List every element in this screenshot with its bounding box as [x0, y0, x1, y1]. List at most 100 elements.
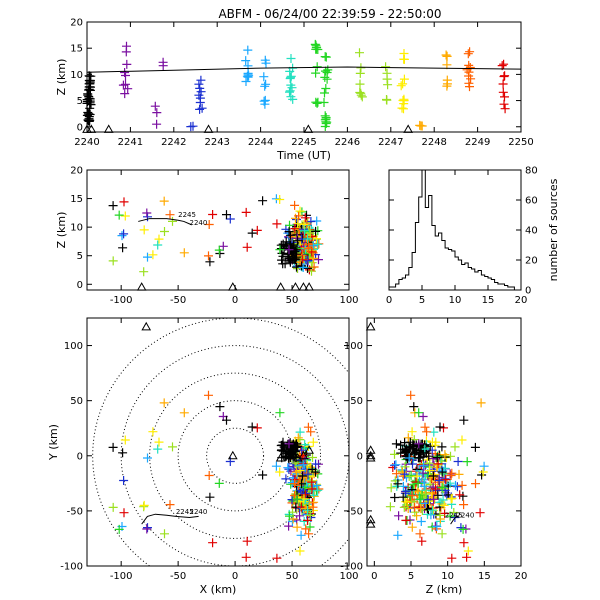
- source-point: [288, 249, 298, 259]
- z-y-xlabel: Z (km): [426, 583, 463, 596]
- source-point: [470, 442, 480, 452]
- station-triangle: [365, 519, 376, 528]
- range-ring: [120, 345, 349, 566]
- histogram-xtick-label: 5: [419, 295, 425, 306]
- source-point: [397, 467, 407, 477]
- x-z-ytick-label: 20: [70, 166, 83, 177]
- histogram-bin: [409, 268, 412, 291]
- source-point: [416, 517, 426, 526]
- source-point: [168, 216, 177, 226]
- source-point: [108, 442, 118, 452]
- source-point: [479, 461, 489, 471]
- source-point: [293, 236, 303, 246]
- source-point: [319, 98, 329, 107]
- source-point: [122, 41, 131, 51]
- source-point: [453, 457, 463, 466]
- track-label-end: 2240: [190, 219, 208, 227]
- source-point: [418, 468, 428, 478]
- source-point: [208, 210, 218, 219]
- source-point: [454, 469, 464, 479]
- source-point: [312, 62, 322, 72]
- source-point: [355, 79, 365, 89]
- source-point: [293, 219, 303, 229]
- source-point: [260, 95, 270, 105]
- source-point: [205, 257, 215, 267]
- source-point: [392, 469, 401, 479]
- source-point: [272, 553, 282, 563]
- source-point: [417, 536, 427, 546]
- source-point: [117, 231, 127, 241]
- source-point: [286, 71, 296, 81]
- source-point: [158, 57, 168, 67]
- source-point: [427, 437, 437, 447]
- source-point: [252, 423, 262, 433]
- source-point: [142, 524, 152, 534]
- source-point: [306, 427, 316, 437]
- source-point: [447, 468, 457, 478]
- source-point: [412, 471, 422, 481]
- x-z-frame: [86, 169, 350, 291]
- x-z-xtick-label: 0: [232, 295, 238, 306]
- source-point: [296, 530, 306, 540]
- source-point: [459, 415, 469, 425]
- source-point: [466, 74, 476, 84]
- source-point: [139, 500, 149, 510]
- source-point: [303, 505, 313, 515]
- source-point: [271, 461, 281, 471]
- track-label-start: 2245: [176, 508, 194, 516]
- source-point: [242, 242, 252, 252]
- source-point: [153, 240, 163, 250]
- source-point: [247, 228, 257, 238]
- source-point: [407, 491, 417, 500]
- x-y-xtick-label: 50: [286, 571, 299, 582]
- source-point: [427, 445, 437, 455]
- source-point: [429, 494, 439, 504]
- histogram-bin: [432, 226, 435, 291]
- source-point: [462, 552, 472, 562]
- x-z-xtick-label: -50: [170, 295, 186, 306]
- source-point: [308, 248, 318, 258]
- time-height-xtick-label: 2247: [378, 137, 403, 148]
- histogram-xtick-label: 10: [449, 295, 462, 306]
- source-point: [420, 422, 430, 432]
- source-point: [435, 510, 445, 520]
- source-point: [85, 79, 95, 89]
- z-y-ytick-label: -50: [347, 506, 363, 517]
- track-label-end: 2240: [456, 512, 474, 520]
- source-point: [139, 225, 149, 235]
- source-point: [275, 245, 285, 255]
- source-point: [119, 197, 129, 207]
- source-point: [295, 546, 305, 556]
- histogram-bin: [429, 196, 432, 291]
- histogram-bin: [402, 278, 405, 290]
- source-point: [464, 67, 474, 77]
- storm-track-line: [141, 513, 199, 525]
- source-point: [288, 94, 298, 104]
- source-point: [292, 494, 302, 504]
- source-point: [261, 79, 271, 89]
- source-point: [309, 262, 319, 272]
- source-point: [434, 476, 444, 485]
- time-height-xtick-label: 2241: [118, 137, 143, 148]
- source-point: [179, 248, 189, 258]
- time-height-xtick-label: 2243: [204, 137, 229, 148]
- z-y-ytick-label: 100: [344, 341, 363, 352]
- source-point: [259, 72, 269, 82]
- histogram-bin: [448, 250, 451, 291]
- source-point: [424, 496, 434, 506]
- histogram-bin: [425, 208, 428, 291]
- histogram-bin: [475, 272, 478, 290]
- source-point: [290, 479, 300, 489]
- x-y-ytick-label: 50: [70, 396, 83, 407]
- source-point: [215, 402, 225, 412]
- source-point: [84, 71, 94, 81]
- source-point: [295, 206, 305, 216]
- histogram-bin: [392, 287, 395, 290]
- source-point: [398, 492, 408, 502]
- histogram-xtick-label: 15: [482, 295, 495, 306]
- source-point: [241, 207, 251, 217]
- source-point: [457, 435, 467, 445]
- source-point: [311, 40, 321, 50]
- source-point: [452, 482, 462, 492]
- histogram-bin: [505, 286, 508, 291]
